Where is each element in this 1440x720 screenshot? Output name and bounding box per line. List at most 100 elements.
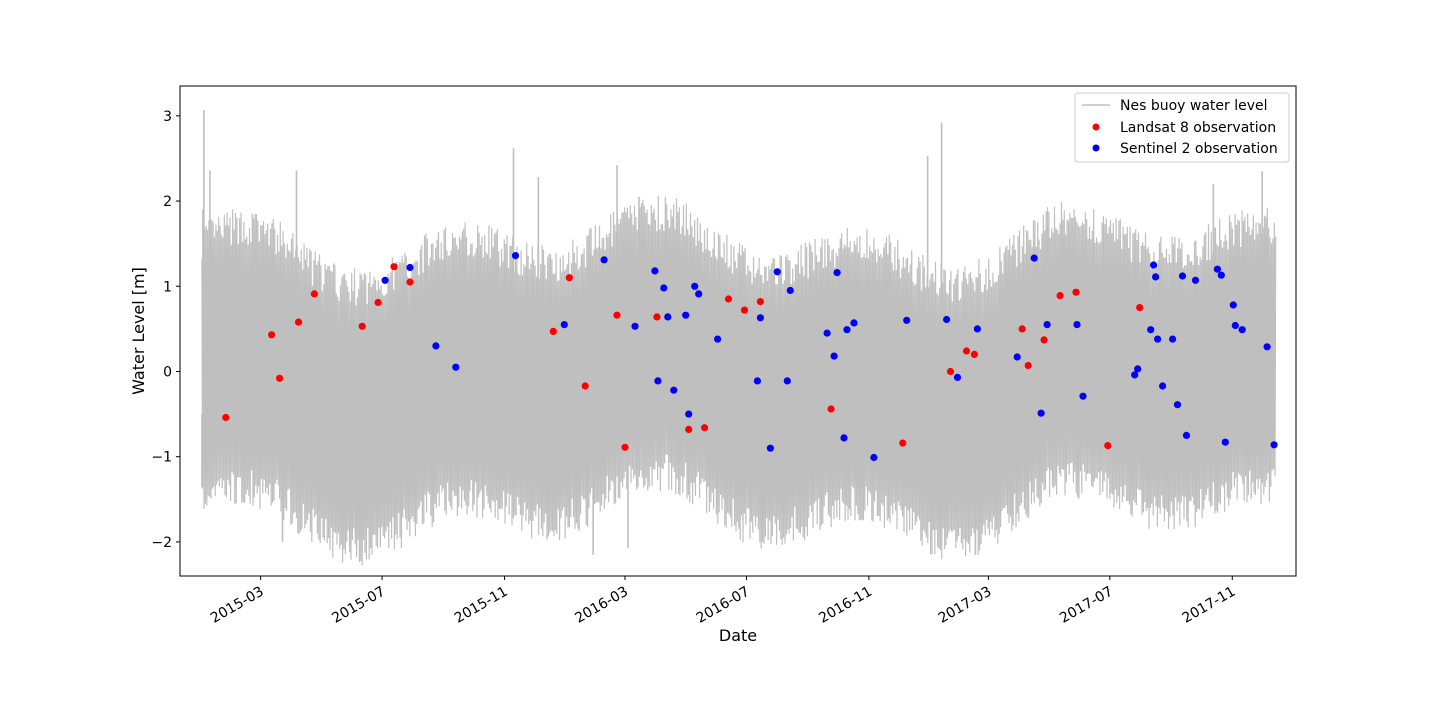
landsat-point xyxy=(1136,304,1144,312)
sentinel-point xyxy=(714,335,722,343)
y-tick-label: 2 xyxy=(163,194,172,210)
legend: Nes buoy water level Landsat 8 observati… xyxy=(1074,92,1290,163)
sentinel-point xyxy=(406,263,414,272)
sentinel-point xyxy=(511,252,520,260)
legend-marker-landsat xyxy=(1092,123,1100,131)
sentinel-point xyxy=(1229,301,1237,309)
landsat-point xyxy=(685,425,693,433)
sentinel-point xyxy=(695,290,703,298)
landsat-point xyxy=(358,322,366,330)
sentinel-point xyxy=(651,267,659,275)
x-axis-label: Date xyxy=(719,626,757,645)
landsat-point xyxy=(294,318,303,326)
legend-marker-sentinel xyxy=(1092,144,1100,152)
sentinel-point xyxy=(660,284,668,292)
sentinel-point xyxy=(1079,392,1087,400)
landsat-point xyxy=(1040,336,1048,344)
landsat-point xyxy=(613,311,621,319)
sentinel-point xyxy=(560,321,568,329)
sentinel-point xyxy=(685,410,693,418)
sentinel-point xyxy=(953,373,962,381)
sentinel-point xyxy=(766,444,775,452)
sentinel-point xyxy=(1147,326,1155,334)
sentinel-point xyxy=(973,325,982,333)
landsat-point xyxy=(222,413,230,422)
landsat-point xyxy=(1018,325,1026,333)
sentinel-point xyxy=(903,316,911,324)
sentinel-point xyxy=(670,386,678,394)
landsat-point xyxy=(946,367,955,376)
legend-label-sentinel: Sentinel 2 observation xyxy=(1120,141,1278,157)
y-tick-label: −1 xyxy=(151,450,172,466)
sentinel-point xyxy=(631,322,639,330)
sentinel-point xyxy=(833,269,841,277)
sentinel-point xyxy=(830,352,838,360)
landsat-point xyxy=(899,439,907,447)
sentinel-point xyxy=(1134,365,1142,373)
sentinel-point xyxy=(691,282,699,290)
sentinel-point xyxy=(1073,321,1081,329)
sentinel-point xyxy=(1150,261,1158,269)
sentinel-point xyxy=(1231,321,1239,330)
sentinel-point xyxy=(773,268,781,276)
landsat-point xyxy=(724,295,733,303)
sentinel-point xyxy=(1131,371,1139,379)
sentinel-point xyxy=(1182,431,1191,439)
landsat-point xyxy=(374,298,382,307)
landsat-points xyxy=(222,263,1144,451)
sentinel-point xyxy=(600,256,608,264)
sentinel-point xyxy=(840,434,848,442)
landsat-point xyxy=(621,443,629,451)
landsat-point xyxy=(310,290,318,298)
landsat-point xyxy=(276,374,284,382)
sentinel-points xyxy=(381,252,1278,462)
landsat-point xyxy=(1024,361,1032,370)
sentinel-point xyxy=(1043,321,1051,329)
landsat-point xyxy=(962,347,971,355)
sentinel-point xyxy=(664,313,672,321)
y-tick-label: 3 xyxy=(163,109,172,125)
sentinel-point xyxy=(1169,335,1177,343)
landsat-point xyxy=(740,306,749,314)
sentinel-point xyxy=(452,363,460,371)
sentinel-point xyxy=(1238,326,1246,334)
sentinel-point xyxy=(654,377,662,385)
landsat-point xyxy=(653,313,661,321)
sentinel-point xyxy=(1154,335,1162,343)
sentinel-point xyxy=(1159,382,1167,390)
landsat-point xyxy=(565,274,573,282)
sentinel-point xyxy=(432,342,440,350)
y-axis-label: Water Level [m] xyxy=(129,267,148,395)
sentinel-point xyxy=(1178,272,1187,280)
landsat-point xyxy=(549,327,557,335)
landsat-point xyxy=(1072,288,1080,296)
sentinel-point xyxy=(1263,343,1271,351)
sentinel-point xyxy=(1013,353,1021,361)
sentinel-point xyxy=(1173,401,1182,409)
landsat-point xyxy=(268,331,276,339)
sentinel-point xyxy=(1037,409,1045,417)
landsat-point xyxy=(1056,292,1064,300)
sentinel-point xyxy=(1221,438,1229,446)
sentinel-point xyxy=(850,319,858,327)
sentinel-point xyxy=(682,311,690,319)
landsat-point xyxy=(1104,442,1112,450)
sentinel-point xyxy=(1030,254,1038,262)
sentinel-point xyxy=(786,286,794,295)
sentinel-point xyxy=(1152,273,1160,281)
landsat-point xyxy=(970,350,979,358)
sentinel-point xyxy=(1213,265,1221,273)
landsat-point xyxy=(756,298,765,306)
buoy-water-level-line xyxy=(201,109,1277,566)
landsat-point xyxy=(406,278,414,286)
legend-label-buoy: Nes buoy water level xyxy=(1120,98,1268,114)
y-tick-label: −2 xyxy=(151,535,172,551)
sentinel-point xyxy=(756,314,765,322)
y-axis: 3 2 1 0 −1 −2 xyxy=(151,109,180,551)
landsat-point xyxy=(827,405,835,413)
sentinel-point xyxy=(823,329,831,337)
plot-frame xyxy=(179,85,1297,577)
sentinel-point xyxy=(843,326,851,334)
sentinel-point xyxy=(783,377,791,385)
